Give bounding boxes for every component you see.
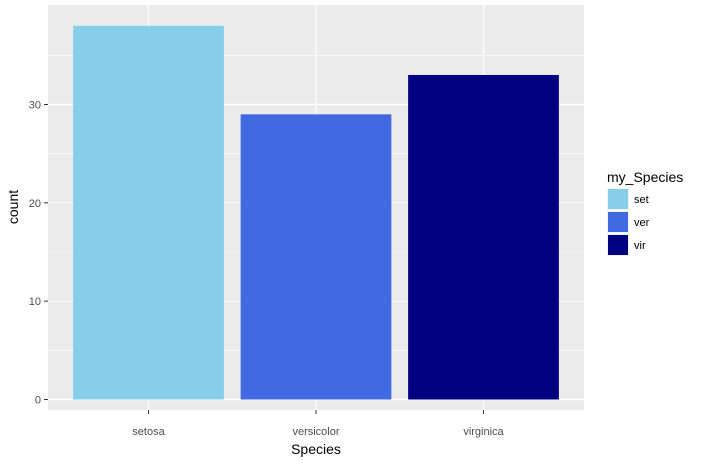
x-tick-label: virginica (463, 426, 504, 438)
legend-label-set: set (634, 194, 649, 206)
x-axis-title: Species (291, 441, 341, 457)
legend-swatch-set (608, 189, 628, 209)
y-tick-label: 0 (35, 395, 41, 407)
legend-title: my_Species (607, 169, 683, 185)
legend-swatch-vir (608, 235, 628, 255)
x-tick-label: versicolor (292, 426, 339, 438)
legend-entries: set ver vir (607, 188, 650, 256)
x-axis: setosa versicolor virginica (132, 410, 505, 438)
bars (73, 25, 559, 400)
bar-virginica (408, 75, 559, 400)
bar-versicolor (240, 114, 392, 400)
bar-setosa (73, 25, 224, 400)
y-axis: 0 10 20 30 (29, 100, 48, 407)
y-tick-label: 10 (29, 296, 41, 308)
legend-swatch-ver (608, 212, 628, 232)
y-tick-label: 30 (29, 100, 41, 112)
y-axis-title: count (5, 190, 21, 224)
y-tick-label: 20 (29, 198, 41, 210)
legend: my_Species set ver vir (607, 169, 683, 256)
x-tick-label: setosa (132, 426, 165, 438)
legend-label-ver: ver (634, 217, 650, 229)
legend-label-vir: vir (634, 240, 646, 252)
